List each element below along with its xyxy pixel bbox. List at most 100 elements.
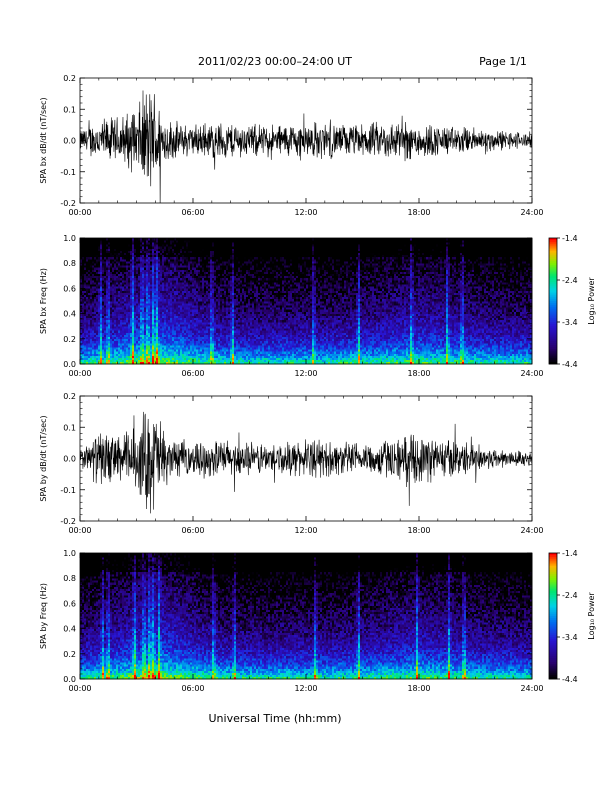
spectrogram-cell (82, 343, 85, 346)
spectrogram-cell (100, 296, 103, 300)
spectrogram-cell (230, 294, 233, 298)
spectrogram-cell (202, 292, 205, 295)
spectrogram-cell (162, 324, 165, 327)
spectrogram-cell (86, 259, 89, 262)
spectrogram-cell (140, 319, 143, 323)
spectrogram-cell (232, 319, 235, 323)
spectrogram-cell (180, 244, 183, 247)
spectrogram-cell (154, 256, 157, 260)
spectrogram-cell (204, 261, 207, 264)
spectrogram-cell (166, 305, 169, 308)
spectrogram-cell (156, 298, 159, 302)
spectrogram-cell (136, 307, 139, 310)
spectrogram-cell (160, 280, 163, 283)
spectrogram-cell (196, 271, 199, 274)
spectrogram-cell (104, 242, 107, 245)
spectrogram-cell (194, 359, 197, 363)
y-axis-label: SPA bx dB/dt (nT/sec) (39, 97, 48, 183)
spectrogram-cell (196, 338, 199, 342)
spectrogram-cell (198, 336, 201, 340)
spectrogram-cell (178, 250, 181, 253)
spectrogram-cell (106, 271, 109, 274)
spectrogram-cell (182, 282, 185, 285)
spectrogram-cell (188, 347, 191, 350)
spectrogram-cell (218, 290, 221, 293)
spectrogram-cell (212, 338, 215, 342)
spectrogram-cell (208, 284, 211, 287)
spectrogram-cell (202, 271, 205, 274)
spectrogram-cell (156, 273, 159, 277)
spectrogram-cell (82, 338, 85, 342)
spectrogram-cell (126, 345, 129, 348)
spectrogram-cell (146, 313, 149, 316)
spectrogram-cell (104, 351, 107, 354)
spectrogram-cell (132, 261, 135, 264)
spectrogram-cell (80, 319, 83, 323)
spectrogram-cell (124, 351, 127, 354)
spectrogram-cell (222, 326, 225, 329)
spectrogram-cell (194, 319, 197, 323)
spectrogram-cell (238, 334, 241, 337)
spectrogram-cell (106, 282, 109, 285)
spectrogram-cell (204, 267, 207, 270)
spectrogram-cell (162, 309, 165, 312)
spectrogram-cell (122, 303, 125, 306)
spectrogram-cell (148, 351, 151, 354)
spectrogram-cell (138, 317, 141, 321)
spectrogram-cell (204, 319, 207, 323)
spectrogram-cell (230, 280, 233, 283)
spectrogram-cell (172, 280, 175, 283)
spectrogram-cell (180, 271, 183, 274)
spectrogram-cell (136, 271, 139, 274)
spectrogram-cell (208, 351, 211, 354)
spectrogram-cell (222, 273, 225, 277)
spectrogram-cell (148, 265, 151, 268)
spectrogram-cell (160, 296, 163, 300)
spectrogram-cell (236, 286, 239, 289)
spectrogram-cell (108, 336, 111, 340)
spectrogram-cell (136, 324, 139, 327)
spectrogram-cell (122, 334, 125, 337)
spectrogram-cell (94, 290, 97, 293)
spectrogram-cell (138, 305, 141, 308)
spectrogram-cell (198, 263, 201, 266)
spectrogram-cell (142, 275, 145, 279)
spectrogram-cell (112, 305, 115, 308)
spectrogram-cell (156, 359, 159, 363)
spectrogram-cell (196, 263, 199, 266)
spectrogram-cell (150, 246, 153, 249)
spectrogram-cell (98, 319, 101, 323)
spectrogram-cell (154, 359, 157, 363)
spectrogram-cell (166, 298, 169, 302)
spectrogram-cell (224, 338, 227, 342)
spectrogram-cell (118, 298, 121, 302)
spectrogram-cell (172, 330, 175, 333)
spectrogram-cell (166, 284, 169, 287)
spectrogram-cell (174, 315, 177, 319)
spectrogram-cell (132, 273, 135, 277)
spectrogram-cell (138, 347, 141, 350)
spectrogram-cell (84, 322, 87, 325)
spectrogram-cell (154, 317, 157, 321)
spectrogram-cell (112, 334, 115, 337)
spectrogram-cell (148, 256, 151, 260)
spectrogram-cell (202, 319, 205, 323)
spectrogram-cell (158, 269, 161, 272)
spectrogram-cell (124, 338, 127, 342)
spectrogram-cell (192, 261, 195, 264)
spectrogram-cell (132, 345, 135, 348)
spectrogram-cell (140, 242, 143, 245)
spectrogram-cell (144, 288, 147, 291)
spectrogram-cell (116, 252, 119, 256)
spectrogram-cell (160, 317, 163, 321)
spectrogram-cell (234, 345, 237, 348)
spectrogram-cell (224, 324, 227, 327)
spectrogram-cell (184, 259, 187, 262)
spectrogram-cell (84, 271, 87, 274)
spectrogram-cell (82, 269, 85, 272)
spectrogram-cell (242, 326, 245, 329)
spectrogram-cell (90, 288, 93, 291)
spectrogram-cell (148, 267, 151, 270)
spectrogram-cell (112, 277, 115, 281)
spectrogram-cell (92, 254, 95, 258)
